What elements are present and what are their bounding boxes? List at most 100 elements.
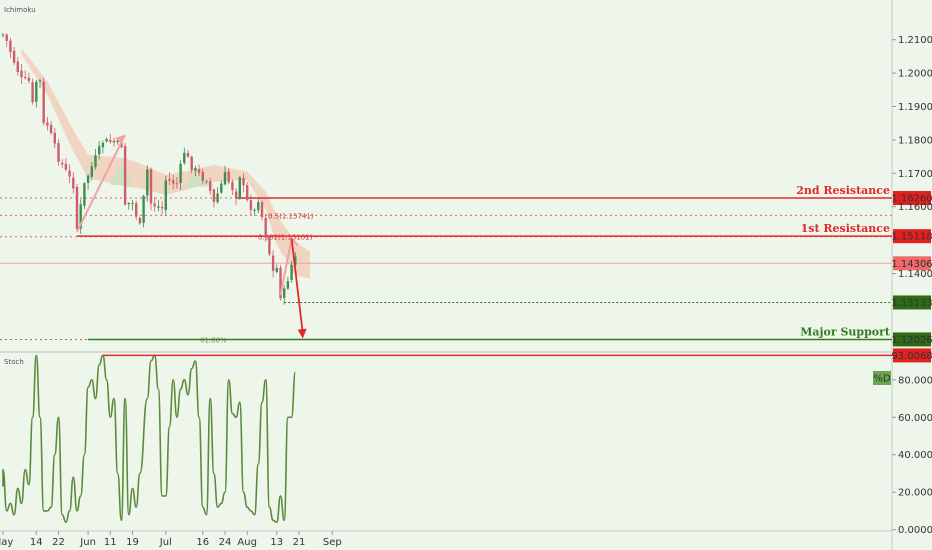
- ichimoku-cloud: [21, 48, 311, 279]
- candle-body: [216, 193, 219, 203]
- price-level-label: 1st Resistance: [801, 222, 890, 235]
- candle-body: [79, 204, 82, 229]
- candle-body: [205, 181, 208, 183]
- candle-body: [57, 142, 60, 162]
- time-tick-label: Jun: [79, 537, 96, 548]
- candle-body: [190, 156, 193, 171]
- candle-body: [94, 155, 97, 168]
- candle-body: [75, 186, 79, 229]
- price-tick-label: 1.17000: [898, 169, 932, 180]
- candle-body: [197, 169, 201, 173]
- target-arrow[interactable]: [290, 238, 304, 333]
- candle-body: [260, 202, 264, 218]
- candle-body: [264, 217, 267, 238]
- time-tick-label: 11: [104, 537, 117, 548]
- candle-body: [109, 139, 112, 142]
- candle-body: [227, 171, 230, 182]
- price-level-value: 1.12026: [891, 335, 932, 346]
- candle-body: [61, 162, 64, 165]
- cloud-band: [21, 48, 311, 279]
- trend-arrow-head: [115, 134, 126, 144]
- trend-arrow[interactable]: [76, 134, 126, 233]
- candle-body: [164, 180, 167, 210]
- price-tick-label: 1.14000: [898, 269, 932, 280]
- candle-body: [253, 209, 256, 211]
- stoch-tick-label: 40.0000: [898, 450, 932, 461]
- candle-body: [112, 140, 116, 143]
- candle-body: [153, 203, 156, 207]
- candle-body: [290, 264, 293, 281]
- stoch-pane: 93.0068 %D: [2, 348, 932, 523]
- candle-body: [72, 177, 75, 189]
- candle-body: [138, 217, 142, 224]
- candle-body: [209, 181, 212, 191]
- candle-body: [283, 288, 286, 298]
- time-tick-label: 16: [196, 537, 209, 548]
- candle-body: [123, 145, 127, 205]
- price-level-tag: [893, 256, 931, 271]
- candle-body: [142, 195, 145, 223]
- indicator-label-stoch: Stoch: [4, 358, 24, 366]
- price-tick-label: 1.21000: [898, 35, 932, 46]
- candle-body: [86, 175, 90, 183]
- candle-body: [194, 167, 197, 171]
- candle-body: [238, 177, 241, 198]
- price-level-tag: [893, 295, 931, 310]
- price-level-label: Major Support: [800, 325, 891, 338]
- indicator-label-ichimoku: Ichimoku: [4, 6, 36, 14]
- candle-body: [201, 171, 204, 181]
- candle-body: [31, 82, 34, 103]
- candle-body: [101, 142, 105, 148]
- price-tick-label: 1.20000: [898, 69, 932, 80]
- stoch-tick-label: 0.0000: [898, 525, 932, 536]
- candle-body: [275, 268, 278, 272]
- stoch-tick-label: 80.0000: [898, 375, 932, 386]
- candle-body: [135, 203, 138, 217]
- candle-body: [35, 81, 38, 102]
- time-tick-label: May: [0, 537, 13, 548]
- candle-body: [223, 171, 227, 185]
- candle-body: [27, 77, 31, 81]
- candlesticks: [1, 32, 297, 305]
- candle-body: [131, 202, 134, 204]
- candle-body: [168, 179, 171, 181]
- annotations: [76, 134, 307, 339]
- stoch-legend-badge: [873, 371, 891, 385]
- stoch-tick-label: 20.0000: [898, 488, 932, 499]
- candle-body: [5, 34, 8, 41]
- stoch-level-value: 93.0068: [891, 351, 932, 362]
- candle-body: [149, 169, 153, 204]
- candle-body: [98, 146, 101, 155]
- candle-body: [116, 140, 119, 143]
- candle-body: [9, 40, 12, 53]
- stoch-legend-label: %D: [873, 374, 891, 385]
- price-level-value: 1.15118: [891, 232, 932, 243]
- time-tick-label: Jul: [159, 537, 172, 548]
- candle-body: [127, 203, 130, 205]
- time-tick-label: 14: [30, 537, 43, 548]
- candle-body: [271, 255, 275, 271]
- fib-level-label: 0.382(1.15101): [258, 234, 313, 242]
- candle-body: [160, 206, 164, 209]
- candle-body: [90, 166, 93, 177]
- time-tick-label: 19: [126, 537, 139, 548]
- candle-body: [46, 122, 49, 126]
- candle-body: [286, 281, 290, 289]
- price-tick-label: 1.19000: [898, 102, 932, 113]
- candle-body: [64, 163, 68, 170]
- candle-body: [242, 178, 245, 186]
- stoch-line[interactable]: [2, 354, 297, 523]
- candle-body: [42, 81, 45, 123]
- price-level-value: 1.13133: [891, 298, 932, 309]
- candle-body: [220, 183, 223, 193]
- candle-body: [234, 191, 238, 199]
- candle-body: [179, 163, 182, 183]
- candle-body: [83, 183, 86, 206]
- cloud-green-segment: [110, 164, 133, 185]
- candle-body: [246, 184, 249, 200]
- price-level-value: 1.14306: [891, 259, 932, 270]
- candle-body: [38, 80, 42, 82]
- price-level-tag: [893, 229, 931, 244]
